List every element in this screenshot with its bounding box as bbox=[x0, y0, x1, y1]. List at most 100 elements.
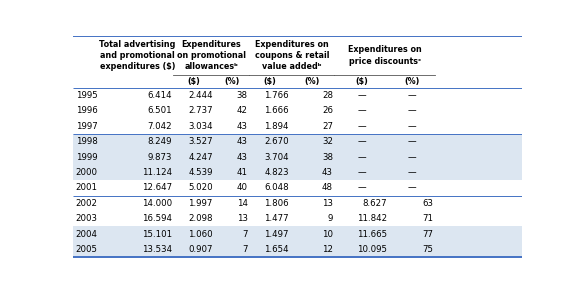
Text: 11.124: 11.124 bbox=[142, 168, 172, 177]
Text: 2002: 2002 bbox=[75, 199, 97, 208]
Text: 1.997: 1.997 bbox=[188, 199, 213, 208]
Text: 13: 13 bbox=[237, 214, 248, 223]
Text: 43: 43 bbox=[322, 168, 333, 177]
Bar bbox=[72, 149, 522, 165]
Text: 11.842: 11.842 bbox=[357, 214, 387, 223]
Text: 1997: 1997 bbox=[75, 122, 97, 131]
Text: 14.000: 14.000 bbox=[142, 199, 172, 208]
Text: 77: 77 bbox=[423, 230, 434, 239]
Text: —: — bbox=[357, 184, 366, 192]
Text: 1.477: 1.477 bbox=[264, 214, 289, 223]
Text: 41: 41 bbox=[237, 168, 248, 177]
Text: 2.670: 2.670 bbox=[264, 137, 289, 146]
Text: 40: 40 bbox=[237, 184, 248, 192]
Text: 2003: 2003 bbox=[75, 214, 97, 223]
Text: —: — bbox=[357, 91, 366, 100]
Text: 32: 32 bbox=[322, 137, 333, 146]
Text: 2000: 2000 bbox=[75, 168, 97, 177]
Text: Expenditures
on promotional
allowancesᵇ: Expenditures on promotional allowancesᵇ bbox=[177, 40, 246, 71]
Text: (%): (%) bbox=[304, 77, 320, 86]
Bar bbox=[72, 226, 522, 242]
Text: 9.873: 9.873 bbox=[147, 153, 172, 162]
Text: —: — bbox=[408, 168, 416, 177]
Text: (%): (%) bbox=[224, 77, 240, 86]
Text: 1.666: 1.666 bbox=[264, 107, 289, 115]
Text: —: — bbox=[357, 153, 366, 162]
Text: 48: 48 bbox=[322, 184, 333, 192]
Text: 63: 63 bbox=[423, 199, 434, 208]
Text: 1.894: 1.894 bbox=[264, 122, 289, 131]
Text: 2005: 2005 bbox=[75, 245, 97, 254]
Text: 1995: 1995 bbox=[75, 91, 97, 100]
Text: 4.247: 4.247 bbox=[188, 153, 213, 162]
Text: 43: 43 bbox=[237, 137, 248, 146]
Text: 11.665: 11.665 bbox=[357, 230, 387, 239]
Text: Total advertising
and promotional
expenditures ($): Total advertising and promotional expend… bbox=[99, 40, 176, 71]
Text: 10.095: 10.095 bbox=[357, 245, 387, 254]
Text: 28: 28 bbox=[322, 91, 333, 100]
Text: 4.823: 4.823 bbox=[264, 168, 289, 177]
Text: 8.249: 8.249 bbox=[147, 137, 172, 146]
Text: —: — bbox=[357, 122, 366, 131]
Text: 43: 43 bbox=[237, 122, 248, 131]
Text: 1.060: 1.060 bbox=[188, 230, 213, 239]
Text: —: — bbox=[408, 184, 416, 192]
Text: 10: 10 bbox=[322, 230, 333, 239]
Text: 6.414: 6.414 bbox=[147, 91, 172, 100]
Text: 4.539: 4.539 bbox=[188, 168, 213, 177]
Text: 7: 7 bbox=[242, 245, 248, 254]
Bar bbox=[72, 134, 522, 149]
Text: 71: 71 bbox=[423, 214, 434, 223]
Text: 8.627: 8.627 bbox=[362, 199, 387, 208]
Text: 14: 14 bbox=[237, 199, 248, 208]
Text: —: — bbox=[408, 137, 416, 146]
Text: —: — bbox=[357, 168, 366, 177]
Bar bbox=[72, 242, 522, 257]
Text: 38: 38 bbox=[322, 153, 333, 162]
Text: Expenditures on
coupons & retail
value addedᵇ: Expenditures on coupons & retail value a… bbox=[255, 40, 329, 71]
Text: 1996: 1996 bbox=[75, 107, 97, 115]
Text: 13: 13 bbox=[322, 199, 333, 208]
Text: 1.497: 1.497 bbox=[264, 230, 289, 239]
Text: ($): ($) bbox=[263, 77, 276, 86]
Text: (%): (%) bbox=[404, 77, 420, 86]
Text: 38: 38 bbox=[237, 91, 248, 100]
Text: 1998: 1998 bbox=[75, 137, 97, 146]
Text: 2.098: 2.098 bbox=[188, 214, 213, 223]
Text: —: — bbox=[357, 137, 366, 146]
Text: 3.034: 3.034 bbox=[188, 122, 213, 131]
Text: 42: 42 bbox=[237, 107, 248, 115]
Text: —: — bbox=[408, 91, 416, 100]
Text: 15.101: 15.101 bbox=[142, 230, 172, 239]
Text: 0.907: 0.907 bbox=[188, 245, 213, 254]
Bar bbox=[72, 165, 522, 180]
Text: 16.594: 16.594 bbox=[142, 214, 172, 223]
Text: 2004: 2004 bbox=[75, 230, 97, 239]
Text: 26: 26 bbox=[322, 107, 333, 115]
Text: 2.444: 2.444 bbox=[188, 91, 213, 100]
Text: 12: 12 bbox=[322, 245, 333, 254]
Text: 75: 75 bbox=[423, 245, 434, 254]
Text: 43: 43 bbox=[237, 153, 248, 162]
Text: 2001: 2001 bbox=[75, 184, 97, 192]
Text: 13.534: 13.534 bbox=[142, 245, 172, 254]
Text: 5.020: 5.020 bbox=[188, 184, 213, 192]
Text: 2.737: 2.737 bbox=[188, 107, 213, 115]
Text: 7: 7 bbox=[242, 230, 248, 239]
Text: ($): ($) bbox=[187, 77, 200, 86]
Text: —: — bbox=[408, 107, 416, 115]
Text: 7.042: 7.042 bbox=[147, 122, 172, 131]
Text: —: — bbox=[408, 122, 416, 131]
Text: 12.647: 12.647 bbox=[142, 184, 172, 192]
Text: 27: 27 bbox=[322, 122, 333, 131]
Text: 6.501: 6.501 bbox=[147, 107, 172, 115]
Text: 1.806: 1.806 bbox=[264, 199, 289, 208]
Text: ($): ($) bbox=[355, 77, 368, 86]
Text: 1.766: 1.766 bbox=[264, 91, 289, 100]
Text: 3.527: 3.527 bbox=[188, 137, 213, 146]
Text: 3.704: 3.704 bbox=[264, 153, 289, 162]
Text: 1.654: 1.654 bbox=[264, 245, 289, 254]
Text: 9: 9 bbox=[328, 214, 333, 223]
Text: —: — bbox=[408, 153, 416, 162]
Text: 6.048: 6.048 bbox=[264, 184, 289, 192]
